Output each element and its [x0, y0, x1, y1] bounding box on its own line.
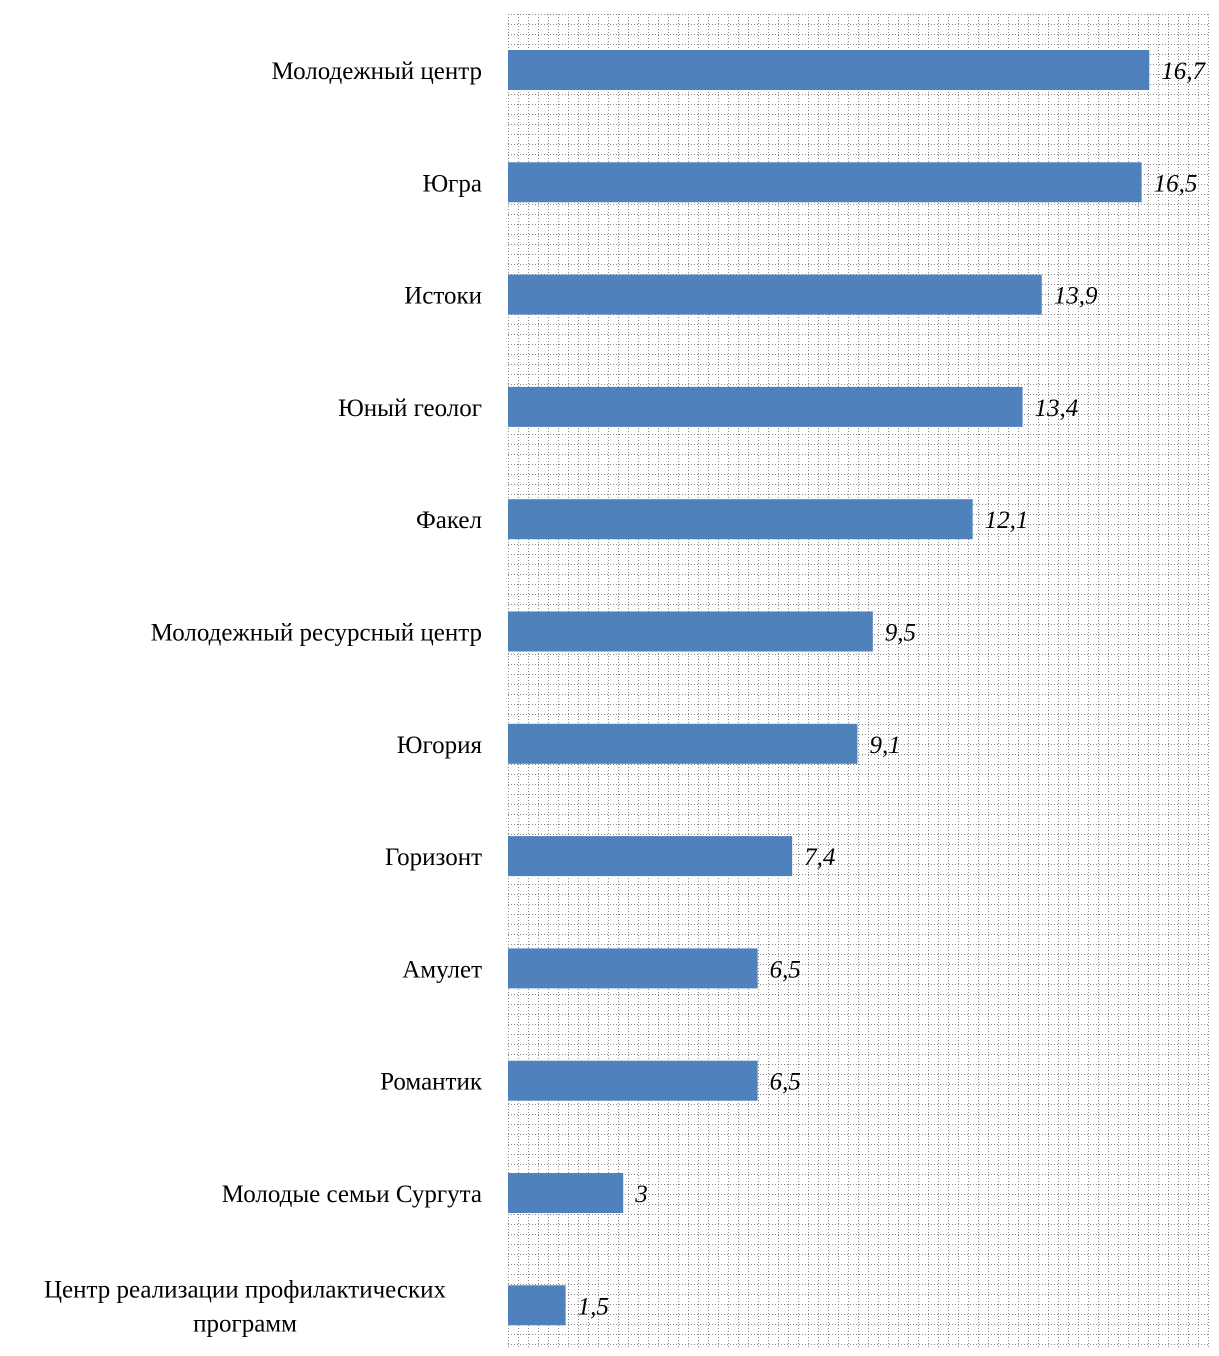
value-label: 12,1: [985, 507, 1029, 534]
bar: [508, 948, 758, 989]
value-label: 13,4: [1035, 395, 1079, 422]
category-label: Амулет: [402, 956, 482, 983]
category-label: Истоки: [404, 283, 482, 310]
category-label: Горизонт: [385, 844, 482, 871]
category-label: Югория: [397, 732, 483, 759]
bar: [508, 1173, 624, 1213]
value-label: 9,1: [869, 732, 900, 759]
category-labels-group: Молодежный центр Югра Истоки Юный геолог Фак…: [44, 58, 483, 1337]
value-label: 9,5: [885, 620, 916, 647]
plot-grid: [508, 14, 1209, 1348]
bar: [508, 499, 973, 540]
value-label: 7,4: [804, 844, 835, 871]
value-label: 6,5: [770, 1069, 801, 1096]
value-label: 16,5: [1154, 170, 1198, 197]
value-labels-group: 16,7 16,5 13,9 13,4 12,1 9,5 9,1 7,4 6,5 6,5 3 1,5: [578, 58, 1207, 1320]
value-label: 16,7: [1161, 58, 1206, 85]
bar: [508, 723, 858, 764]
value-label: 3: [634, 1181, 648, 1208]
category-label: Молодежный ресурсный центр: [151, 620, 482, 647]
category-label: Молодые семьи Сургута: [222, 1181, 482, 1208]
bars-group: [508, 50, 1150, 1326]
bar: [508, 611, 873, 652]
category-label: Югра: [422, 170, 482, 197]
value-label: 13,9: [1054, 283, 1098, 310]
category-label: Центр реализации профилактических програм…: [44, 1276, 447, 1337]
value-label: 1,5: [578, 1293, 609, 1320]
bar: [508, 50, 1150, 90]
category-label: Романтик: [380, 1069, 483, 1096]
category-label: Юный геолог: [338, 395, 482, 422]
bar: [508, 162, 1142, 203]
bar: [508, 274, 1042, 315]
category-label: Факел: [416, 507, 482, 534]
category-label: Молодежный центр: [271, 58, 482, 85]
bar: [508, 1060, 758, 1101]
bar: [508, 386, 1023, 427]
bar: [508, 1285, 566, 1326]
bar: [508, 836, 793, 877]
value-label: 6,5: [770, 956, 801, 983]
